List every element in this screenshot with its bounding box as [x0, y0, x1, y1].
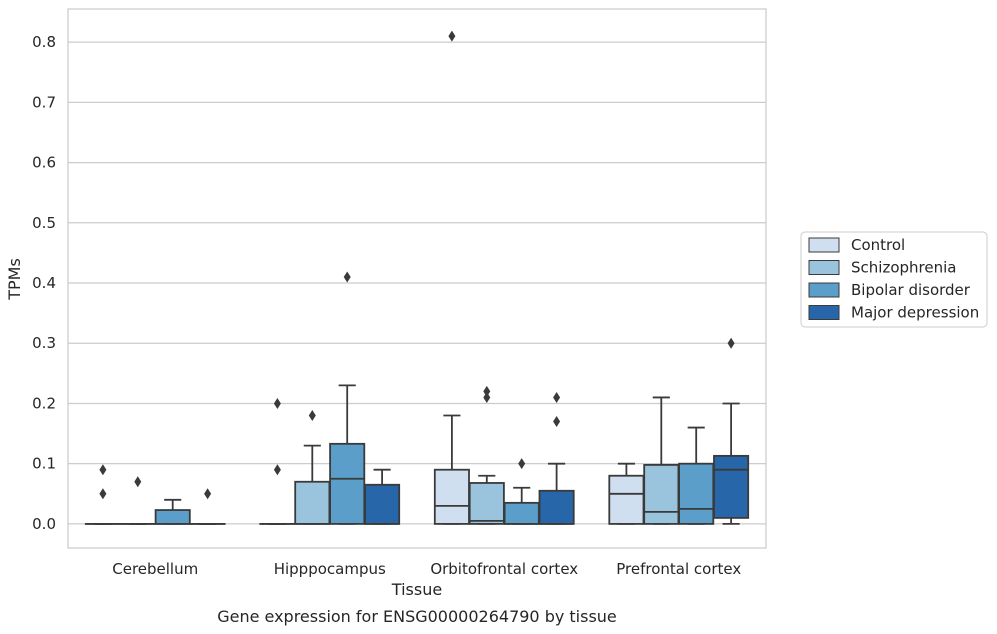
box-body	[713, 454, 750, 519]
box-series-group	[84, 30, 750, 525]
outlier-marker	[553, 416, 561, 428]
box-major-depression	[713, 337, 750, 525]
y-axis-title: TPMs	[5, 258, 24, 301]
y-tick-label: 0.5	[32, 214, 56, 232]
box-bipolar-disorder	[329, 271, 366, 525]
plot-area	[68, 9, 766, 548]
outlier-marker	[134, 476, 142, 488]
outlier-marker	[99, 488, 107, 500]
outlier-marker	[518, 458, 526, 470]
legend-frame	[800, 231, 988, 328]
box-major-depression	[189, 488, 226, 525]
outlier-marker	[553, 391, 561, 403]
outlier-marker	[448, 30, 456, 42]
legend-swatch	[808, 237, 840, 253]
legend-label: Major depression	[851, 304, 979, 322]
box-body	[329, 442, 366, 525]
y-tick-labels: 0.0 0.1 0.2 0.3 0.4 0.5 0.6 0.7 0.8	[32, 33, 56, 533]
box-bipolar-disorder	[678, 426, 715, 525]
y-tick-label: 0.2	[32, 394, 56, 412]
box-body	[433, 468, 470, 525]
box-bipolar-disorder	[503, 458, 540, 525]
legend-label: Schizophrenia	[851, 259, 956, 277]
outlier-marker	[727, 337, 735, 349]
box-schizophrenia	[468, 385, 505, 525]
y-tick-label: 0.3	[32, 334, 56, 352]
box-body	[678, 462, 715, 525]
legend-label: Bipolar disorder	[851, 281, 971, 299]
box-control	[433, 30, 470, 525]
x-tick-label: Orbitofrontal cortex	[430, 560, 578, 578]
outlier-marker	[99, 464, 107, 476]
box-body	[294, 480, 331, 525]
outlier-marker	[308, 410, 316, 422]
legend-swatch	[808, 260, 840, 275]
box-body	[503, 501, 540, 525]
outlier-marker	[204, 488, 212, 500]
box-body	[468, 482, 505, 525]
box-schizophrenia	[643, 396, 680, 525]
x-tick-label: Cerebellum	[112, 560, 198, 578]
box-body	[643, 463, 680, 525]
y-tick-label: 0.0	[32, 515, 56, 533]
legend: Control Schizophrenia Bipolar disorder Majo…	[800, 231, 988, 328]
box-major-depression	[364, 468, 401, 525]
box-bipolar-disorder	[154, 498, 191, 525]
outlier-marker	[343, 271, 351, 283]
outlier-marker	[483, 385, 491, 397]
legend-swatch	[808, 305, 840, 320]
y-tick-label: 0.6	[32, 154, 56, 172]
box-major-depression	[538, 391, 575, 525]
x-tick-label: Prefrontal cortex	[616, 560, 741, 578]
y-tick-label: 0.1	[32, 455, 56, 473]
plot-frame	[67, 8, 767, 549]
box-body	[608, 474, 645, 525]
x-tick-labels: Cerebellum Hipppocampus Orbitofrontal cort…	[112, 560, 741, 578]
legend-swatch	[808, 282, 840, 298]
outlier-marker	[273, 397, 281, 409]
x-axis-title: Tissue	[391, 580, 442, 599]
box-control	[608, 462, 645, 525]
outlier-marker	[483, 391, 491, 403]
x-tick-label: Hipppocampus	[274, 560, 386, 578]
box-body	[154, 509, 191, 525]
y-tick-label: 0.7	[32, 93, 56, 111]
y-tick-label: 0.4	[32, 274, 56, 292]
y-tick-label: 0.8	[32, 33, 56, 51]
figure-caption: Gene expression for ENSG00000264790 by t…	[217, 607, 617, 626]
legend-label: Control	[851, 236, 905, 254]
box-schizophrenia	[294, 410, 331, 525]
outlier-marker	[273, 464, 281, 476]
box-body	[538, 489, 575, 525]
box-body	[364, 483, 401, 525]
